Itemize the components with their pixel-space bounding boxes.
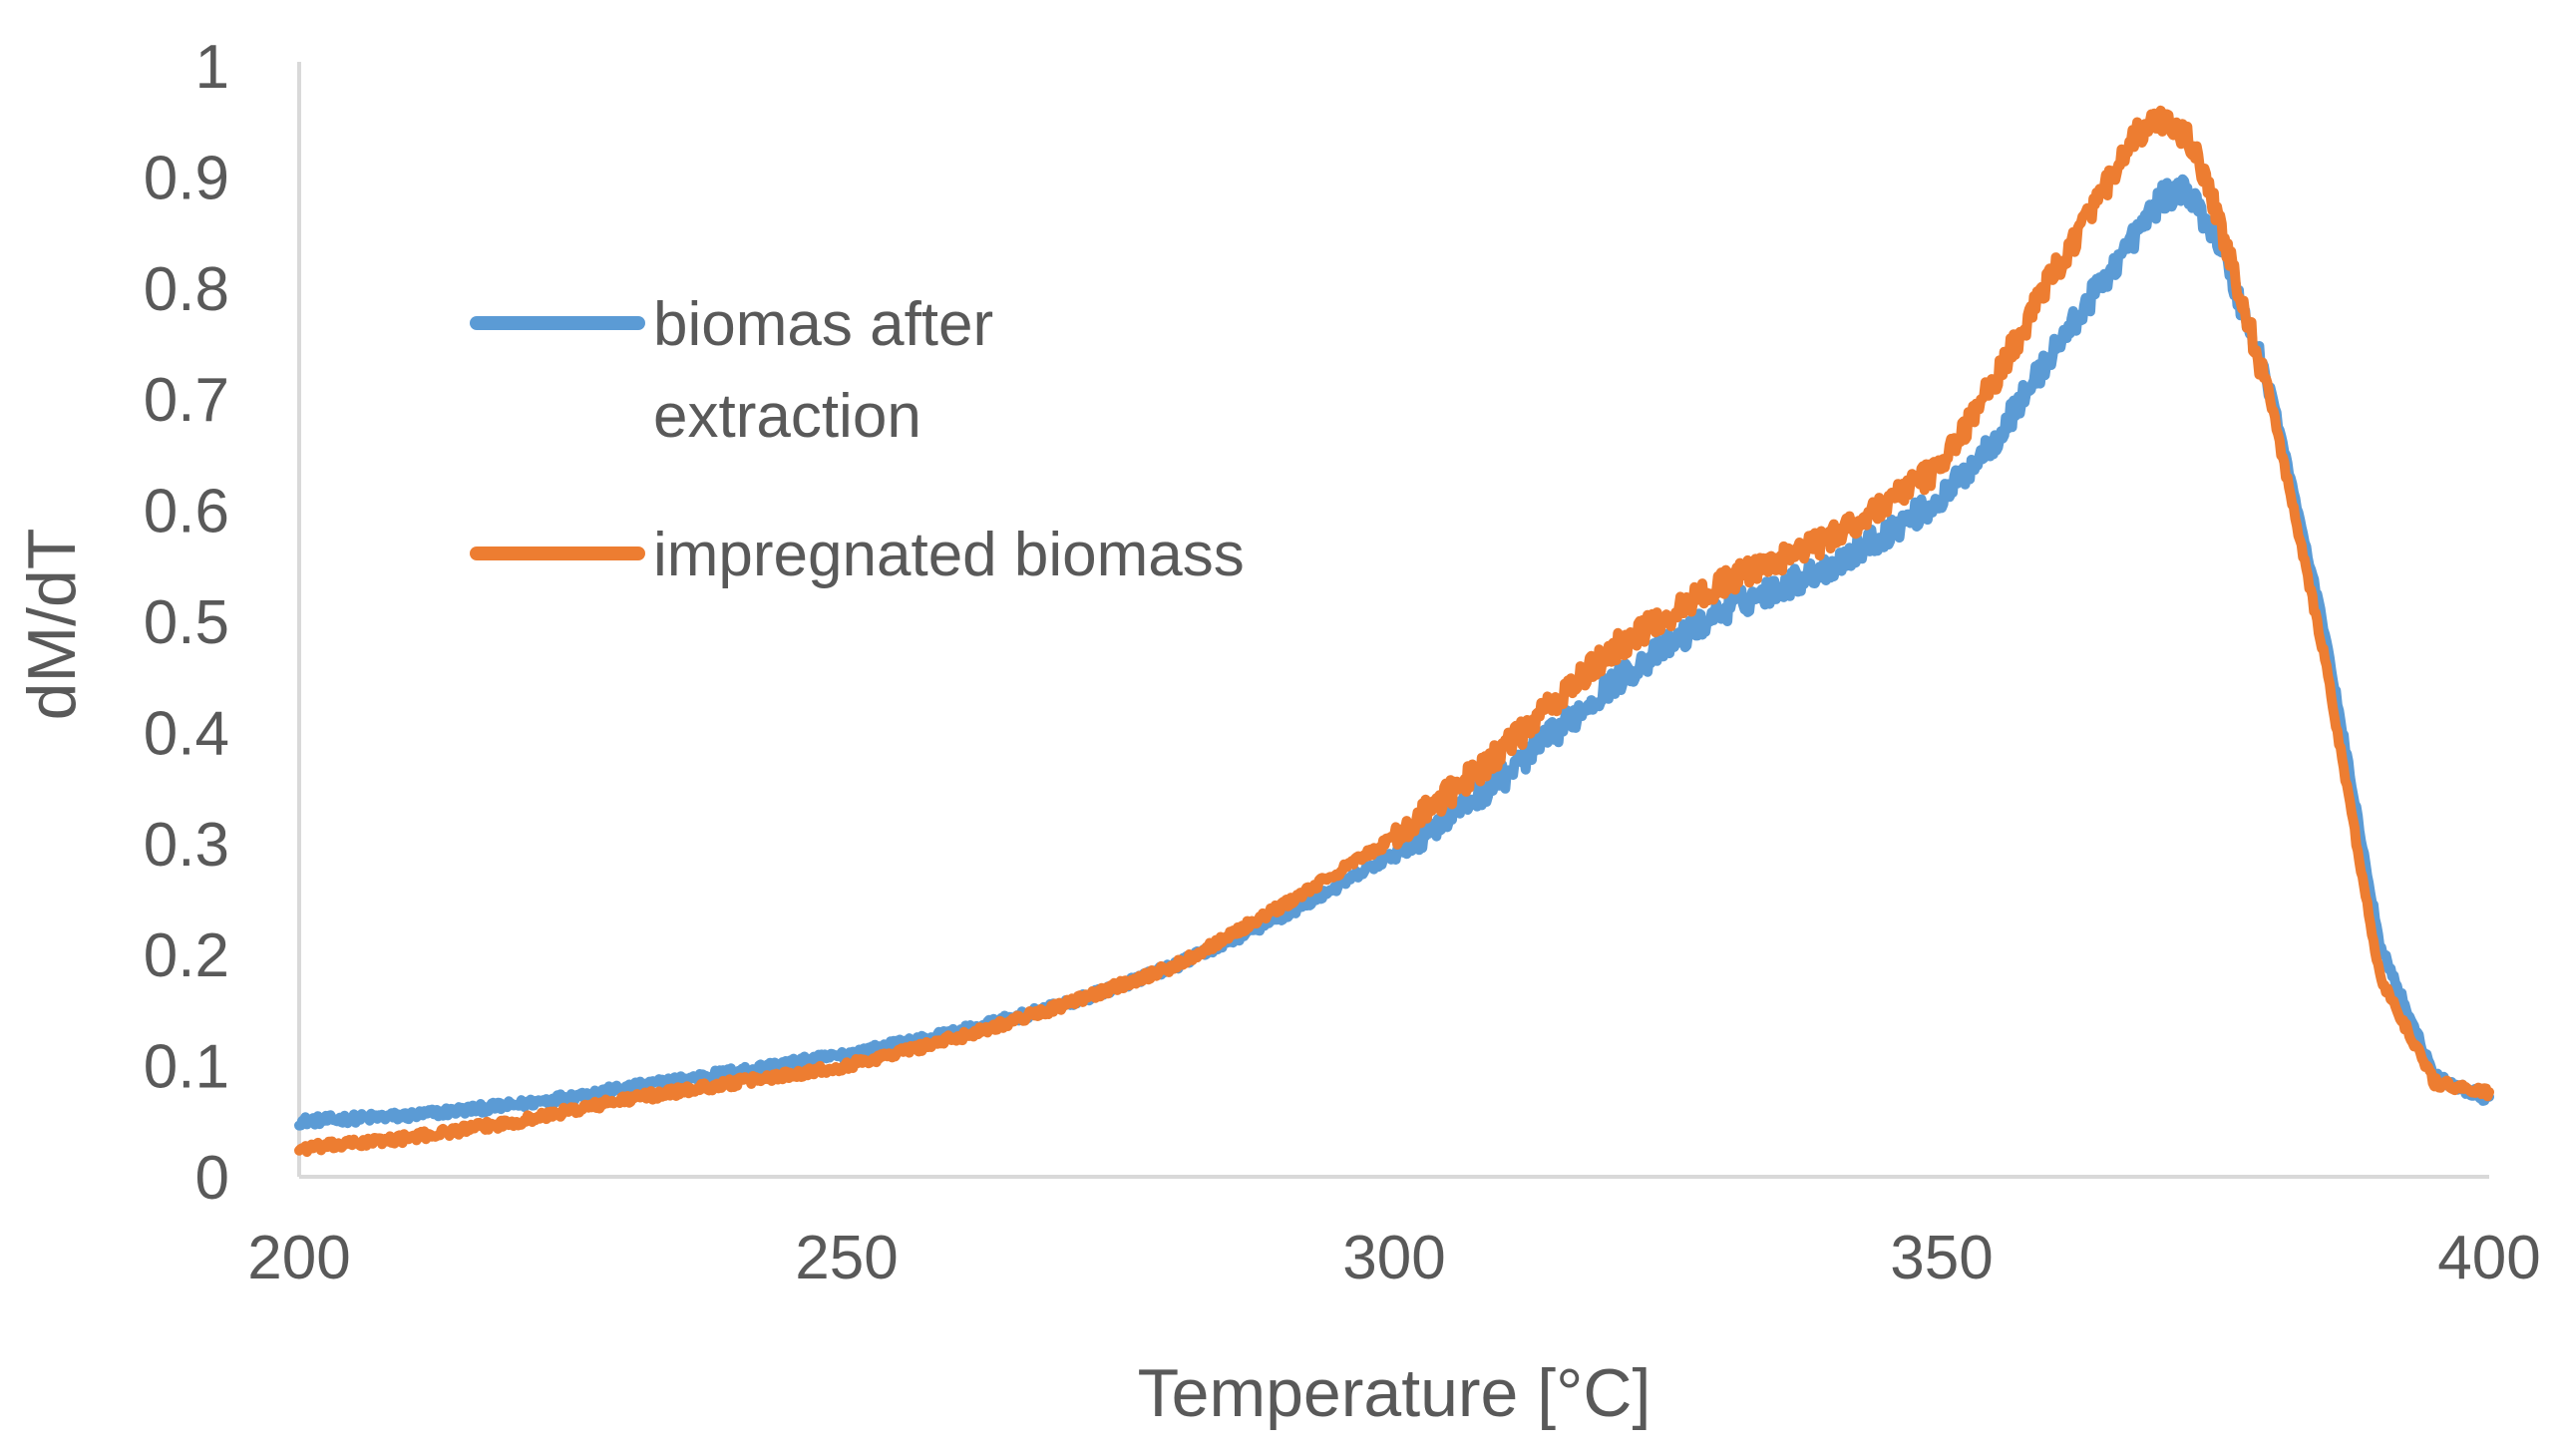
series-line-2 [294, 105, 2494, 1158]
x-tick-label: 400 [2437, 1224, 2540, 1292]
y-tick-label: 0.5 [144, 588, 229, 657]
x-tick-label: 200 [247, 1224, 350, 1292]
x-tick-label: 300 [1342, 1224, 1445, 1292]
x-axis-title: Temperature [°C] [1138, 1355, 1651, 1431]
y-tick-label: 0 [195, 1144, 229, 1213]
y-tick-label: 0.8 [144, 255, 229, 324]
y-tick-label: 1 [195, 33, 229, 102]
chart-series [294, 105, 2494, 1158]
y-tick-label: 0.3 [144, 811, 229, 880]
y-tick-label: 0.6 [144, 478, 229, 546]
y-tick-label: 0.1 [144, 1033, 229, 1102]
legend-label-2: impregnated biomass [653, 521, 1245, 589]
y-tick-label: 0.4 [144, 699, 229, 768]
y-tick-label: 0.2 [144, 921, 229, 990]
chart-axes: 0 0.1 0.2 0.3 0.4 0.5 0.6 0.7 0.8 0.9 1 200 250 300 35… [144, 33, 2541, 1292]
y-axis-title: dM/dT [14, 529, 90, 721]
y-tick-label: 0.7 [144, 366, 229, 435]
x-tick-label: 250 [795, 1224, 898, 1292]
x-tick-label: 350 [1890, 1224, 1993, 1292]
y-tick-label: 0.9 [144, 144, 229, 212]
series-line-1 [294, 174, 2494, 1131]
chart-legend: biomas after extraction impregnated biomas… [470, 290, 1245, 589]
legend-label-1: biomas after extraction [653, 290, 993, 451]
